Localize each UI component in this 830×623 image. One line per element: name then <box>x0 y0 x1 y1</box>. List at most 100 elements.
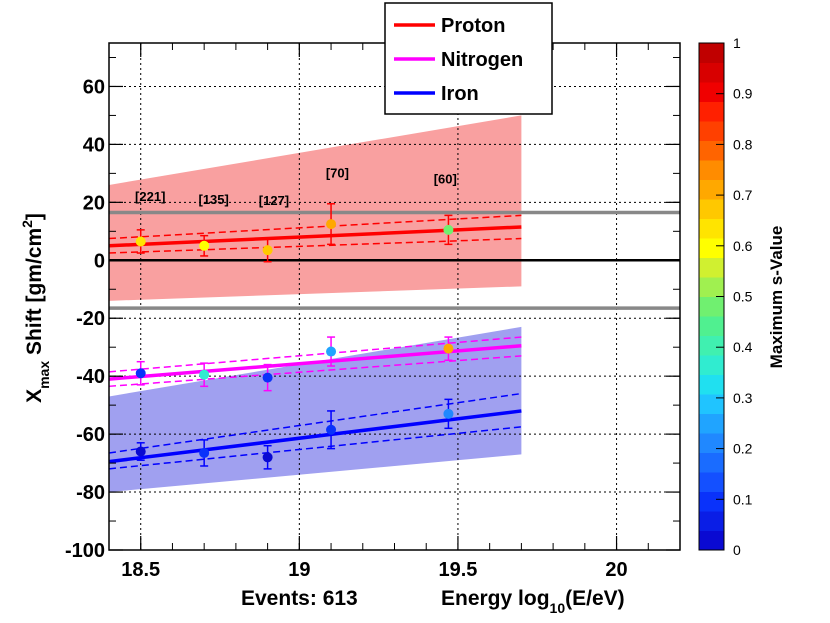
iron-data-point <box>326 424 337 435</box>
y-tick-label: -80 <box>76 482 105 504</box>
iron-data-point <box>199 447 210 458</box>
reference-lines <box>109 210 680 310</box>
colorbar-tick-label: 0.1 <box>733 491 753 507</box>
y-axis-label-sup: 2 <box>19 220 35 228</box>
event-count-label: [135] <box>199 192 229 207</box>
iron-fit-line <box>108 409 522 464</box>
y-axis-label-sub: max <box>36 361 52 389</box>
iron-data-point <box>443 408 454 419</box>
proton-data-point <box>135 236 146 247</box>
colorbar-segment <box>699 43 724 63</box>
y-axis-label: Xmax Shift [gm/cm2] <box>19 213 52 403</box>
x-tick-label: 19.5 <box>438 559 477 581</box>
y-tick-label: -100 <box>65 540 105 562</box>
y-axis-label-mid: Shift [gm/cm <box>23 228 46 361</box>
band-0 <box>109 115 522 301</box>
colorbar-segment <box>699 179 724 200</box>
legend-label-iron: Iron <box>441 83 479 105</box>
y-tick-label: -20 <box>76 308 105 330</box>
proton-fit-upper <box>108 214 522 240</box>
fit-lines <box>108 214 522 470</box>
event-count-label: [70] <box>326 166 349 181</box>
nitrogen-fit-lower <box>108 355 522 388</box>
band-1 <box>109 326 522 493</box>
colorbar-segment <box>699 296 724 317</box>
colorbar-segment <box>699 140 724 161</box>
nitrogen-data-point <box>199 369 210 380</box>
colorbar-segment <box>699 472 724 492</box>
colorbar-segment <box>699 257 724 278</box>
x-axis-label-sub: 10 <box>550 600 566 616</box>
colorbar-segment <box>699 277 724 297</box>
nitrogen-data-point <box>262 372 273 383</box>
y-tick-label: 20 <box>83 192 105 214</box>
colorbar-segment <box>699 199 724 219</box>
colorbar-segment <box>699 218 724 239</box>
colorbar: 0 0.1 0.2 0.3 0.4 0.5 0.6 0.7 0.8 0.9 1 Maximum s-V… <box>698 35 786 558</box>
legend-label-proton: Proton <box>441 15 505 37</box>
colorbar-segment <box>699 491 724 512</box>
colorbar-segment <box>699 316 724 336</box>
axis-ticks: 18.5 19 19.5 20 -100 -80 -60 -40 -20 0 20 40 60 <box>65 43 681 581</box>
proton-data-point <box>326 219 337 230</box>
y-axis-label-tail: ] <box>23 213 46 220</box>
colorbar-segment <box>699 394 724 414</box>
colorbar-tick-label: 0.2 <box>733 441 753 457</box>
iron-data-point <box>262 452 273 463</box>
colorbar-tick-label: 0.7 <box>733 187 753 203</box>
iron-data-point <box>135 446 146 457</box>
colorbar-tick-label: 1 <box>733 35 741 51</box>
colorbar-segment <box>699 82 724 102</box>
colorbar-tick-label: 0.9 <box>733 86 753 102</box>
colorbar-segment <box>699 530 724 551</box>
colorbar-tick-label: 0.4 <box>733 339 753 355</box>
event-count-label: [60] <box>434 172 457 187</box>
y-tick-label: 60 <box>83 76 105 98</box>
x-tick-label: 18.5 <box>121 559 160 581</box>
x-axis-label-tail: (E/eV) <box>565 587 625 610</box>
y-tick-label: -60 <box>76 424 105 446</box>
colorbar-tick-label: 0 <box>733 542 741 558</box>
x-tick-label: 20 <box>605 559 627 581</box>
colorbar-segment <box>699 355 724 375</box>
colorbar-segment <box>699 433 724 453</box>
nitrogen-data-point <box>326 346 337 357</box>
y-tick-label: 0 <box>94 250 105 272</box>
data-points <box>135 203 454 470</box>
colorbar-segment <box>699 238 724 258</box>
iron-fit-lower <box>108 426 522 470</box>
proton-data-point <box>262 245 273 256</box>
colorbar-label: Maximum s-Value <box>767 226 786 369</box>
nitrogen-fit-upper <box>108 336 522 373</box>
colorbar-segment <box>699 413 724 434</box>
events-label: Events: 613 <box>241 587 358 610</box>
y-axis-label-main: X <box>23 389 46 403</box>
colorbar-tick-label: 0.3 <box>733 390 753 406</box>
event-count-label: [127] <box>259 193 289 208</box>
y-tick-label: -40 <box>76 366 105 388</box>
colorbar-segment <box>699 452 724 473</box>
colorbar-segment <box>699 160 724 180</box>
nitrogen-data-point <box>443 343 454 354</box>
x-axis-label-main: Energy log <box>441 587 550 610</box>
legend: Proton Nitrogen Iron <box>384 2 553 115</box>
colorbar-segment <box>699 511 724 531</box>
iron-fit-upper <box>108 392 522 454</box>
x-tick-label: 19 <box>288 559 310 581</box>
proton-data-point <box>199 240 210 251</box>
systematic-bands <box>109 115 522 493</box>
x-axis-label: Energy log10(E/eV) <box>441 587 625 616</box>
proton-data-point <box>443 224 454 235</box>
colorbar-tick-label: 0.5 <box>733 289 753 305</box>
colorbar-segment <box>699 374 724 395</box>
colorbar-segment <box>699 62 724 83</box>
event-count-label: [221] <box>135 189 165 204</box>
event-count-annotations: [221] [135] [127] [70] [60] <box>135 166 457 209</box>
proton-fit-lower <box>108 237 522 254</box>
colorbar-segment <box>699 335 724 356</box>
colorbar-tick-label: 0.6 <box>733 238 753 254</box>
legend-label-nitrogen: Nitrogen <box>441 49 523 71</box>
nitrogen-data-point <box>135 368 146 379</box>
y-tick-label: 40 <box>83 134 105 156</box>
